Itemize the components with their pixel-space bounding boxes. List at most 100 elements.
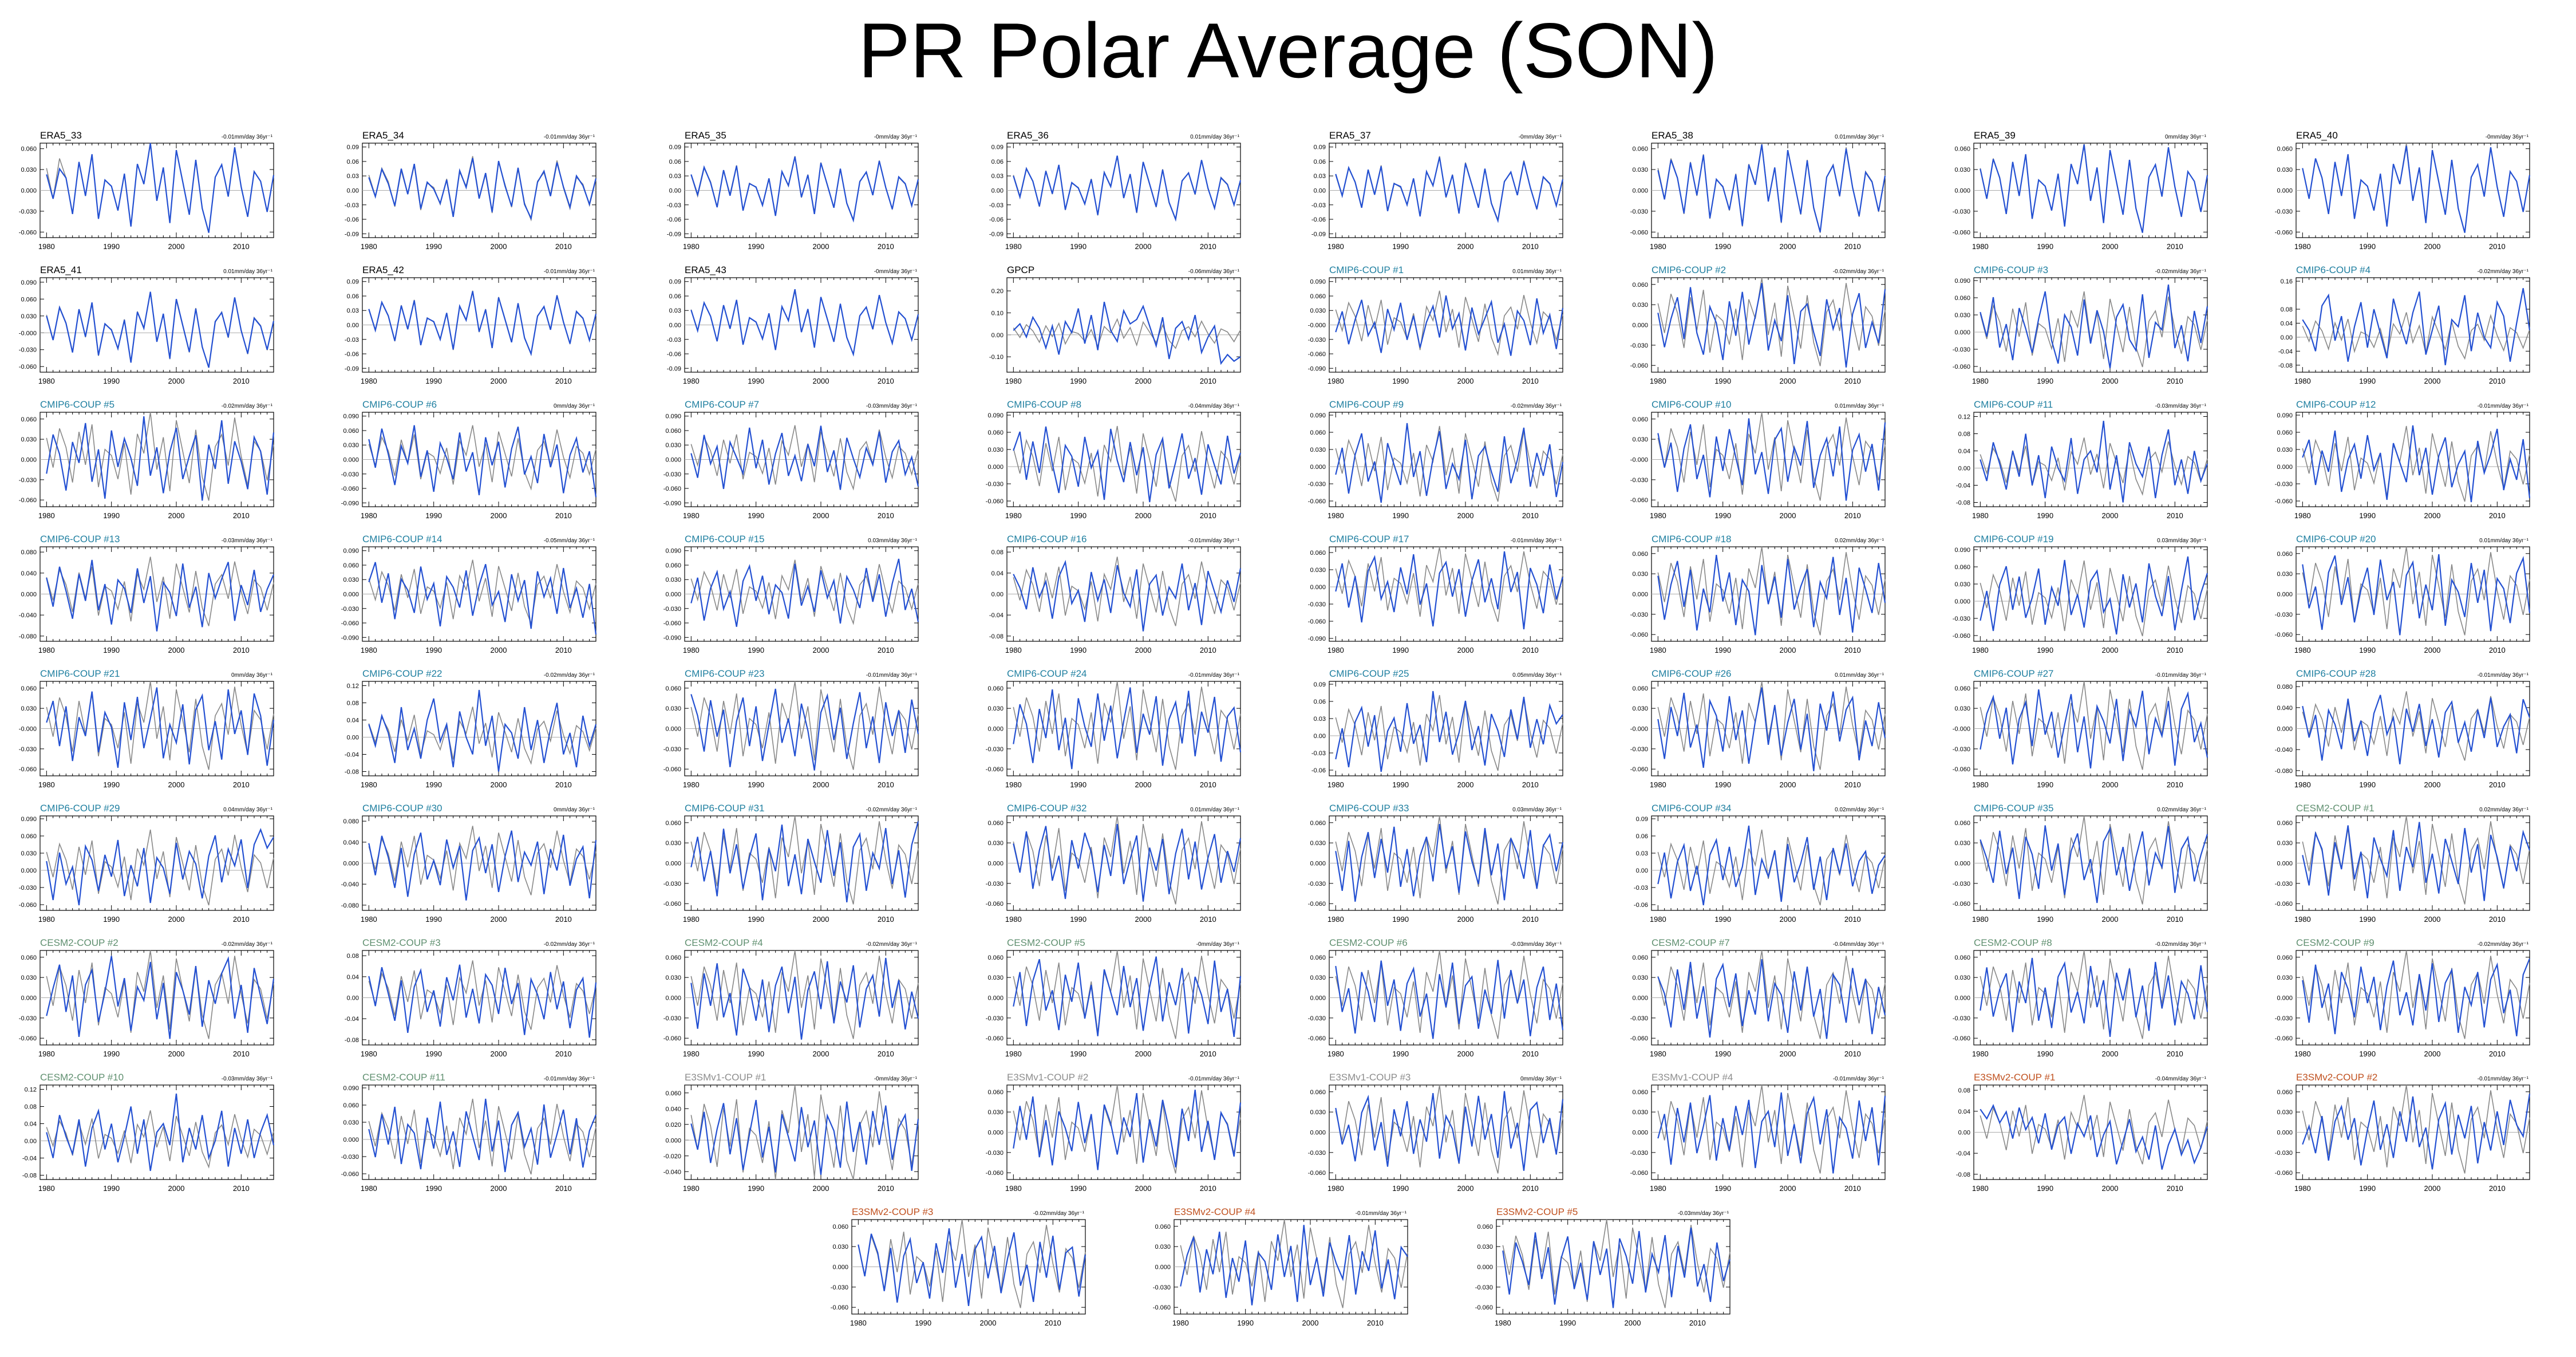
y-tick-label: -0.04 — [345, 1016, 359, 1023]
panel-frame — [39, 277, 274, 373]
panel-label: ERA5_39 — [1974, 130, 2016, 141]
y-tick-label: 0.030 — [665, 840, 681, 847]
model-series-line — [690, 425, 919, 490]
x-tick-label: 1990 — [103, 242, 120, 251]
x-tick-label: 2000 — [1780, 377, 1796, 385]
x-tick-label: 2010 — [555, 377, 572, 385]
model-series-line — [368, 157, 597, 220]
time-series-panel: CMIP6-COUP #10 0.01mm/day 36yr⁻¹ 0.060 0.03… — [1630, 399, 1886, 520]
time-series-panel: ERA5_39 0mm/day 36yr⁻¹ 0.060 0.030 0.000 -0.0… — [1953, 130, 2208, 251]
reference-series-line — [1013, 557, 1241, 626]
trend-annotation: 0.03mm/day 36yr⁻¹ — [868, 538, 918, 544]
trend-annotation: -0mm/day 36yr⁻¹ — [1519, 134, 1562, 140]
y-tick-label: -0.06 — [345, 216, 359, 223]
x-tick-label: 2000 — [491, 511, 507, 520]
y-tick-label: -0.030 — [19, 347, 37, 354]
y-tick-label: 0.030 — [21, 167, 37, 173]
y-tick-label: 0.000 — [1310, 584, 1326, 591]
x-tick-label: 1990 — [748, 242, 764, 251]
y-tick-label: 0.030 — [1954, 312, 1970, 319]
y-tick-label: -0.060 — [1953, 901, 1970, 908]
y-tick-label: -0.030 — [19, 746, 37, 753]
x-tick-label: 1980 — [1972, 646, 1989, 654]
y-tick-label: -0.030 — [1308, 881, 1326, 887]
y-tick-label: -0.080 — [341, 902, 359, 909]
y-tick-label: 0.060 — [1954, 564, 1970, 571]
y-tick-label: 0.030 — [665, 705, 681, 712]
x-tick-label: 2000 — [2424, 242, 2441, 251]
x-tick-label: 1990 — [2037, 780, 2053, 789]
y-tick-label: -0.03 — [989, 202, 1003, 209]
x-tick-label: 1980 — [1005, 511, 1022, 520]
x-tick-label: 1980 — [361, 242, 377, 251]
x-tick-label: 2000 — [168, 242, 185, 251]
y-tick-label: -0.080 — [2275, 768, 2293, 775]
time-series-panel: CMIP6-COUP #9 -0.02mm/day 36yr⁻¹ 0.090 0.06… — [1308, 399, 1564, 520]
y-tick-label: 0.060 — [21, 954, 37, 961]
reference-series-line — [46, 412, 274, 501]
y-tick-label: 0.030 — [21, 436, 37, 443]
x-tick-label: 1990 — [425, 511, 442, 520]
x-tick-label: 1990 — [2359, 646, 2376, 654]
y-tick-label: -0.060 — [1308, 901, 1326, 908]
y-tick-label: 0.000 — [1310, 861, 1326, 867]
y-tick-label: 0.060 — [1632, 146, 1648, 153]
y-tick-label: 0.030 — [1632, 705, 1648, 712]
model-series-line — [2302, 554, 2531, 636]
x-tick-label: 2010 — [2167, 511, 2183, 520]
x-tick-label: 1980 — [38, 646, 55, 654]
y-tick-label: 0.00 — [347, 322, 359, 329]
model-series-line — [1013, 301, 1241, 365]
panel-label: CMIP6-COUP #9 — [1329, 399, 1404, 410]
panel-label: CMIP6-COUP #16 — [1007, 534, 1087, 545]
trend-annotation: 0mm/day 36yr⁻¹ — [554, 807, 595, 813]
x-tick-label: 1980 — [1972, 915, 1989, 924]
trend-annotation: -0.02mm/day 36yr⁻¹ — [222, 941, 273, 948]
y-tick-label: 0.06 — [1314, 699, 1326, 705]
y-tick-label: -0.000 — [1630, 726, 1648, 733]
panel-label: CMIP6-COUP #33 — [1329, 803, 1409, 814]
y-tick-label: 0.04 — [991, 570, 1003, 577]
y-tick-label: -0.03 — [667, 337, 681, 344]
x-tick-label: 1990 — [2359, 780, 2376, 789]
y-tick-label: 0.000 — [665, 591, 681, 598]
x-tick-label: 1980 — [2294, 242, 2311, 251]
y-tick-label: -0.060 — [19, 766, 37, 773]
y-tick-label: -0.060 — [1953, 633, 1970, 640]
model-series-line — [690, 688, 919, 771]
y-tick-label: -0.060 — [19, 1035, 37, 1042]
reference-series-line — [2302, 425, 2530, 502]
trend-annotation: 0.01mm/day 36yr⁻¹ — [1835, 672, 1884, 678]
time-series-panel: ERA5_33 -0.01mm/day 36yr⁻¹ 0.060 0.030 0.000… — [19, 130, 275, 251]
y-tick-label: 0.030 — [1632, 302, 1648, 309]
model-series-line — [46, 559, 275, 632]
y-tick-label: -0.030 — [1953, 881, 1970, 887]
x-tick-label: 2000 — [1780, 511, 1796, 520]
x-tick-label: 2010 — [2489, 511, 2506, 520]
y-tick-label: -0.090 — [341, 500, 359, 507]
x-tick-label: 1990 — [1392, 646, 1409, 654]
y-tick-label: -0.06 — [345, 351, 359, 358]
time-series-panel: CMIP6-COUP #13 -0.03mm/day 36yr⁻¹ 0.080 0.0… — [19, 534, 275, 654]
time-series-panel: CMIP6-COUP #15 0.03mm/day 36yr⁻¹ 0.090 0.06… — [663, 534, 919, 654]
x-tick-label: 1990 — [2359, 511, 2376, 520]
trend-annotation: -0.01mm/day 36yr⁻¹ — [1188, 672, 1240, 678]
y-tick-label: 0.000 — [1632, 188, 1648, 195]
x-tick-label: 1990 — [748, 780, 764, 789]
time-series-panel: CESM2-COUP #2 -0.02mm/day 36yr⁻¹ 0.060 0.03… — [19, 937, 275, 1058]
x-tick-label: 2010 — [555, 646, 572, 654]
reference-series-line — [46, 829, 274, 906]
y-tick-label: -0.000 — [1953, 726, 1970, 733]
panel-label: CESM2-COUP #2 — [40, 937, 118, 948]
y-tick-label: 0.00 — [347, 995, 359, 1002]
trend-annotation: -0.02mm/day 36yr⁻¹ — [1511, 403, 1562, 409]
y-tick-label: 0.09 — [1314, 144, 1326, 151]
y-tick-label: -0.000 — [19, 330, 37, 337]
y-tick-label: 0.080 — [343, 818, 359, 825]
y-tick-label: -0.060 — [1630, 632, 1648, 638]
y-tick-label: 0.00 — [991, 332, 1003, 339]
y-tick-label: 0.04 — [2281, 320, 2293, 327]
y-tick-label: -0.10 — [989, 354, 1003, 361]
time-series-panel: CMIP6-COUP #4 -0.02mm/day 36yr⁻¹ 0.16 0.08 0… — [2278, 265, 2531, 385]
y-tick-label: -0.06 — [667, 216, 681, 223]
